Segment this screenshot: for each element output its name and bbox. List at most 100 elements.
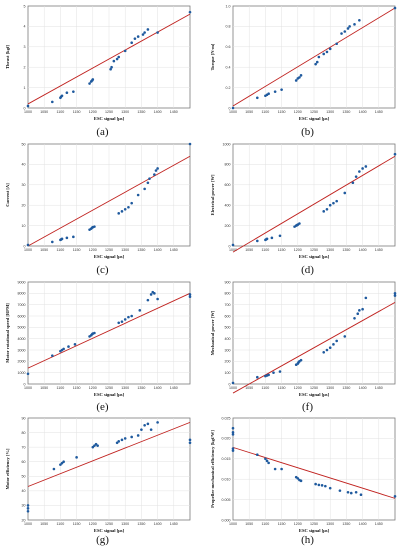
x-tick-label: 1250 [310, 248, 318, 252]
x-tick-label: 1150 [73, 386, 81, 390]
chart-panel-a: 1000 1050 1100 1150 1200 1250 1300 1350 1400 1450… [0, 0, 205, 137]
x-tick-label: 1100 [262, 386, 270, 390]
x-tick-label: 1400 [154, 248, 162, 252]
x-tick-label: 1050 [40, 386, 48, 390]
data-point [256, 375, 259, 379]
chart-panel-f: 1000 1050 1100 1150 1200 1250 1300 1350 1400 1450… [205, 276, 410, 413]
data-point [130, 41, 133, 45]
data-point [156, 167, 159, 170]
x-tick-label: 1400 [154, 386, 162, 390]
data-point [231, 433, 235, 436]
x-tick-label: 1350 [137, 386, 145, 390]
data-point [130, 201, 133, 205]
data-point [120, 438, 124, 442]
data-point [26, 507, 30, 510]
data-point [317, 55, 321, 59]
data-point [127, 315, 130, 319]
y-tick-label: 3000 [18, 348, 26, 352]
y-tick-label: 0 [24, 106, 26, 110]
data-point [127, 205, 130, 209]
data-point [296, 477, 300, 480]
x-tick-label: 1450 [375, 386, 383, 390]
x-tick-label: 1000 [24, 386, 32, 390]
x-tick-label: 1300 [326, 110, 334, 114]
x-tick-label: 1400 [154, 110, 162, 114]
y-tick-label: 7000 [18, 303, 26, 307]
data-point [75, 456, 78, 459]
y-tick-label: 900 [225, 280, 231, 284]
data-point [149, 428, 153, 431]
data-point [148, 177, 151, 180]
y-tick-label: 3 [24, 45, 26, 49]
x-tick-label: 1000 [229, 522, 237, 526]
data-point [322, 210, 326, 213]
data-point [299, 74, 303, 77]
data-point [67, 345, 70, 348]
y-tick-label: 20 [22, 204, 26, 208]
trend-line [232, 302, 396, 394]
x-tick-label: 1400 [359, 386, 367, 390]
data-point [354, 175, 358, 178]
y-tick-label: 8000 [18, 292, 26, 296]
y-tick-label: 5000 [18, 326, 26, 330]
y-tick-label: 0.025 [222, 416, 231, 420]
data-point [123, 318, 127, 321]
data-point [115, 57, 119, 61]
data-point [72, 235, 75, 239]
data-point [120, 320, 124, 323]
y-tick-label: 2 [24, 66, 26, 70]
x-tick-label: 1300 [326, 386, 334, 390]
x-tick-label: 1200 [294, 110, 302, 114]
panel-label-a: (a) [96, 126, 109, 138]
trend-line [232, 446, 396, 499]
data-point [93, 225, 96, 228]
data-point [315, 60, 319, 64]
y-tick-label: 0.020 [222, 437, 231, 441]
y-tick-label: 30 [22, 504, 26, 508]
x-tick-label: 1100 [262, 522, 270, 526]
y-tick-label: 80 [22, 431, 26, 435]
chart-panel-h: 1000 1050 1100 1150 1200 1250 1300 1350 1400 1450… [205, 412, 410, 549]
data-point [349, 491, 353, 495]
data-point [62, 460, 65, 464]
x-axis-label: ESC signal [µs] [299, 392, 330, 397]
x-tick-label: 1450 [170, 248, 178, 252]
data-point [146, 181, 150, 185]
x-tick-label: 1250 [310, 522, 318, 526]
data-point [188, 10, 192, 14]
data-point [51, 100, 54, 104]
y-tick-label: 0 [24, 382, 26, 386]
x-tick-label: 1300 [326, 248, 334, 252]
data-point [188, 295, 192, 299]
data-point [343, 335, 347, 338]
x-tick-label: 1150 [73, 248, 81, 252]
data-point [348, 25, 351, 28]
x-tick-label: 1400 [359, 248, 367, 252]
y-tick-label: 1.0 [226, 4, 231, 8]
data-point [51, 240, 54, 244]
data-point [188, 293, 192, 296]
data-point [358, 18, 361, 22]
y-tick-label: 200 [225, 360, 231, 364]
data-point [156, 421, 159, 424]
data-point [26, 243, 30, 247]
data-point [156, 31, 159, 34]
data-point [256, 96, 259, 100]
data-point [117, 55, 121, 59]
x-tick-label: 1250 [310, 386, 318, 390]
data-point [231, 106, 235, 110]
x-tick-label: 1450 [170, 110, 178, 114]
data-point [231, 449, 235, 452]
x-tick-label: 1200 [89, 248, 97, 252]
data-point [353, 23, 356, 26]
data-point [340, 32, 343, 35]
y-tick-label: 1 [24, 86, 26, 90]
y-tick-label: 0 [24, 244, 26, 248]
data-point [335, 199, 338, 203]
chart-f: 1000 1050 1100 1150 1200 1250 1300 1350 1400 1450… [210, 280, 397, 397]
data-point [26, 372, 30, 376]
data-point [88, 82, 91, 85]
data-point [325, 348, 329, 352]
data-point [231, 426, 235, 430]
x-axis-label: ESC signal [µs] [299, 254, 330, 259]
